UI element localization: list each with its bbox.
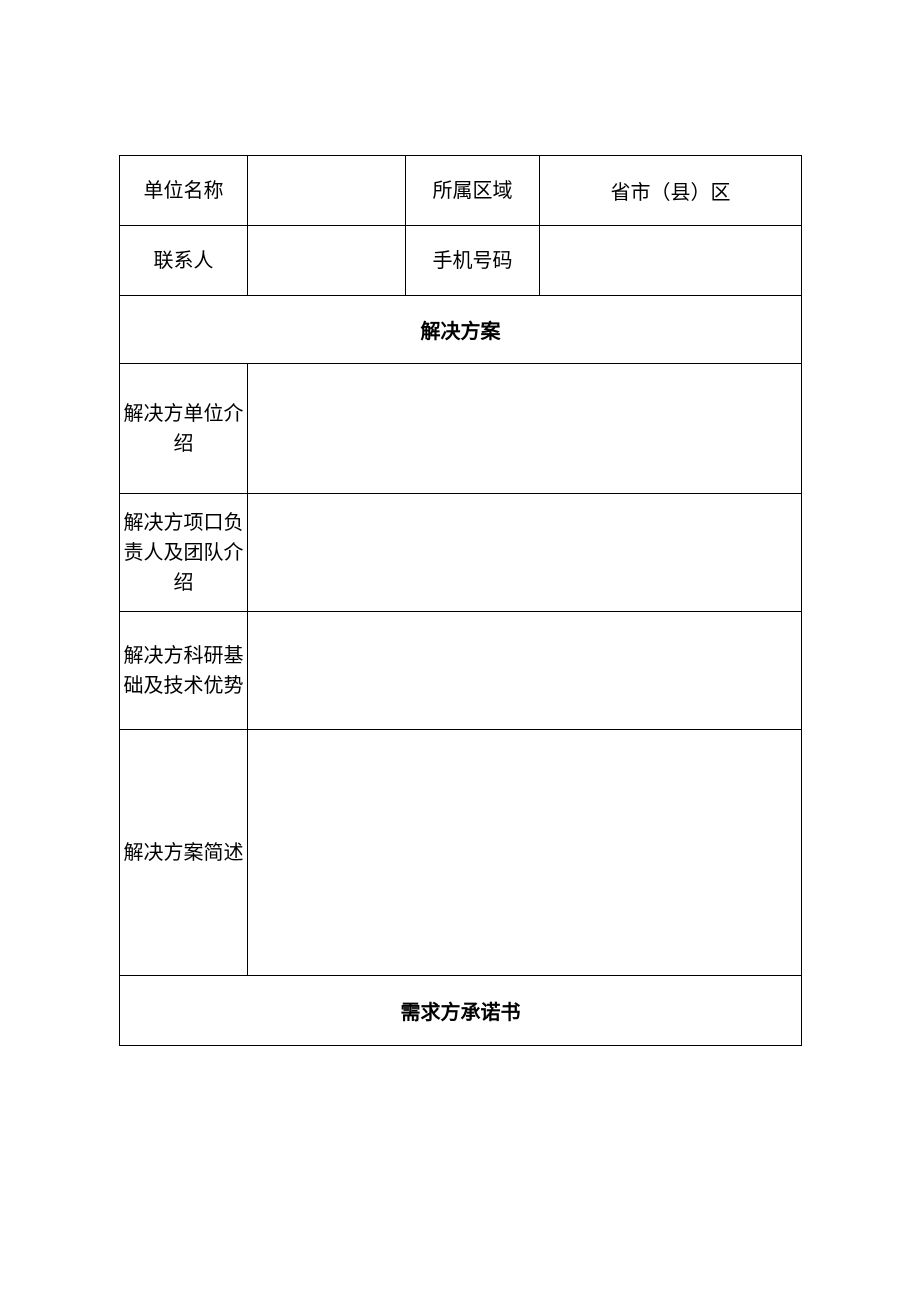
label-unit-name: 单位名称 bbox=[120, 156, 248, 226]
value-region[interactable]: 省市（县）区 bbox=[540, 156, 802, 226]
section-header-solution: 解决方案 bbox=[120, 296, 802, 364]
value-contact[interactable] bbox=[248, 226, 406, 296]
row-solution-header: 解决方案 bbox=[120, 296, 802, 364]
label-contact: 联系人 bbox=[120, 226, 248, 296]
value-phone[interactable] bbox=[540, 226, 802, 296]
label-solver-intro: 解决方单位介绍 bbox=[120, 364, 248, 494]
row-contact-phone: 联系人 手机号码 bbox=[120, 226, 802, 296]
value-solution-brief[interactable] bbox=[248, 730, 802, 976]
solution-form-table: 单位名称 所属区域 省市（县）区 联系人 手机号码 解决方案 解决方单位介绍 解… bbox=[119, 155, 802, 1046]
label-region: 所属区域 bbox=[406, 156, 540, 226]
row-solution-brief: 解决方案简述 bbox=[120, 730, 802, 976]
row-solver-tech: 解决方科研基础及技术优势 bbox=[120, 612, 802, 730]
row-solver-intro: 解决方单位介绍 bbox=[120, 364, 802, 494]
label-solver-team: 解决方项口负责人及团队介绍 bbox=[120, 494, 248, 612]
label-solution-brief: 解决方案简述 bbox=[120, 730, 248, 976]
label-phone: 手机号码 bbox=[406, 226, 540, 296]
section-header-commitment: 需求方承诺书 bbox=[120, 976, 802, 1046]
row-solver-team: 解决方项口负责人及团队介绍 bbox=[120, 494, 802, 612]
value-solver-intro[interactable] bbox=[248, 364, 802, 494]
value-unit-name[interactable] bbox=[248, 156, 406, 226]
row-commitment-header: 需求方承诺书 bbox=[120, 976, 802, 1046]
value-solver-tech[interactable] bbox=[248, 612, 802, 730]
label-solver-tech: 解决方科研基础及技术优势 bbox=[120, 612, 248, 730]
value-solver-team[interactable] bbox=[248, 494, 802, 612]
row-unit-region: 单位名称 所属区域 省市（县）区 bbox=[120, 156, 802, 226]
